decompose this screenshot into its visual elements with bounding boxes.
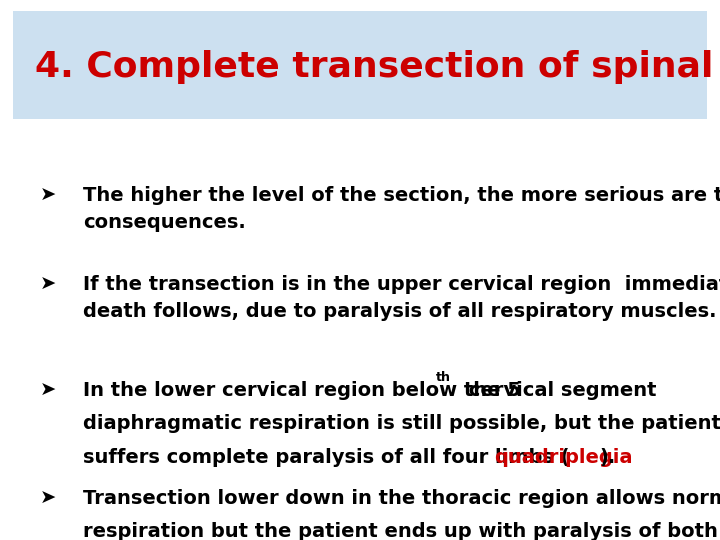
- Text: diaphragmatic respiration is still possible, but the patient: diaphragmatic respiration is still possi…: [83, 414, 720, 433]
- Text: In the lower cervical region below the 5: In the lower cervical region below the 5: [83, 381, 521, 400]
- Text: quadriplegia: quadriplegia: [494, 448, 632, 467]
- Text: ➤: ➤: [40, 186, 56, 205]
- Text: Transection lower down in the thoracic region allows normal: Transection lower down in the thoracic r…: [83, 489, 720, 508]
- Text: ➤: ➤: [40, 275, 56, 294]
- Text: suffers complete paralysis of all four limbs (: suffers complete paralysis of all four l…: [83, 448, 570, 467]
- Text: The higher the level of the section, the more serious are the
consequences.: The higher the level of the section, the…: [83, 186, 720, 232]
- Text: ➤: ➤: [40, 381, 56, 400]
- Text: If the transection is in the upper cervical region  immediate
death follows, due: If the transection is in the upper cervi…: [83, 275, 720, 321]
- FancyBboxPatch shape: [13, 11, 707, 119]
- Text: cervical segment: cervical segment: [462, 381, 657, 400]
- Text: ).: ).: [600, 448, 616, 467]
- Text: 4. Complete transection of spinal cord-1: 4. Complete transection of spinal cord-1: [35, 51, 720, 84]
- Text: respiration but the patient ends up with paralysis of both lower: respiration but the patient ends up with…: [83, 522, 720, 540]
- Text: th: th: [436, 371, 451, 384]
- Text: ➤: ➤: [40, 489, 56, 508]
